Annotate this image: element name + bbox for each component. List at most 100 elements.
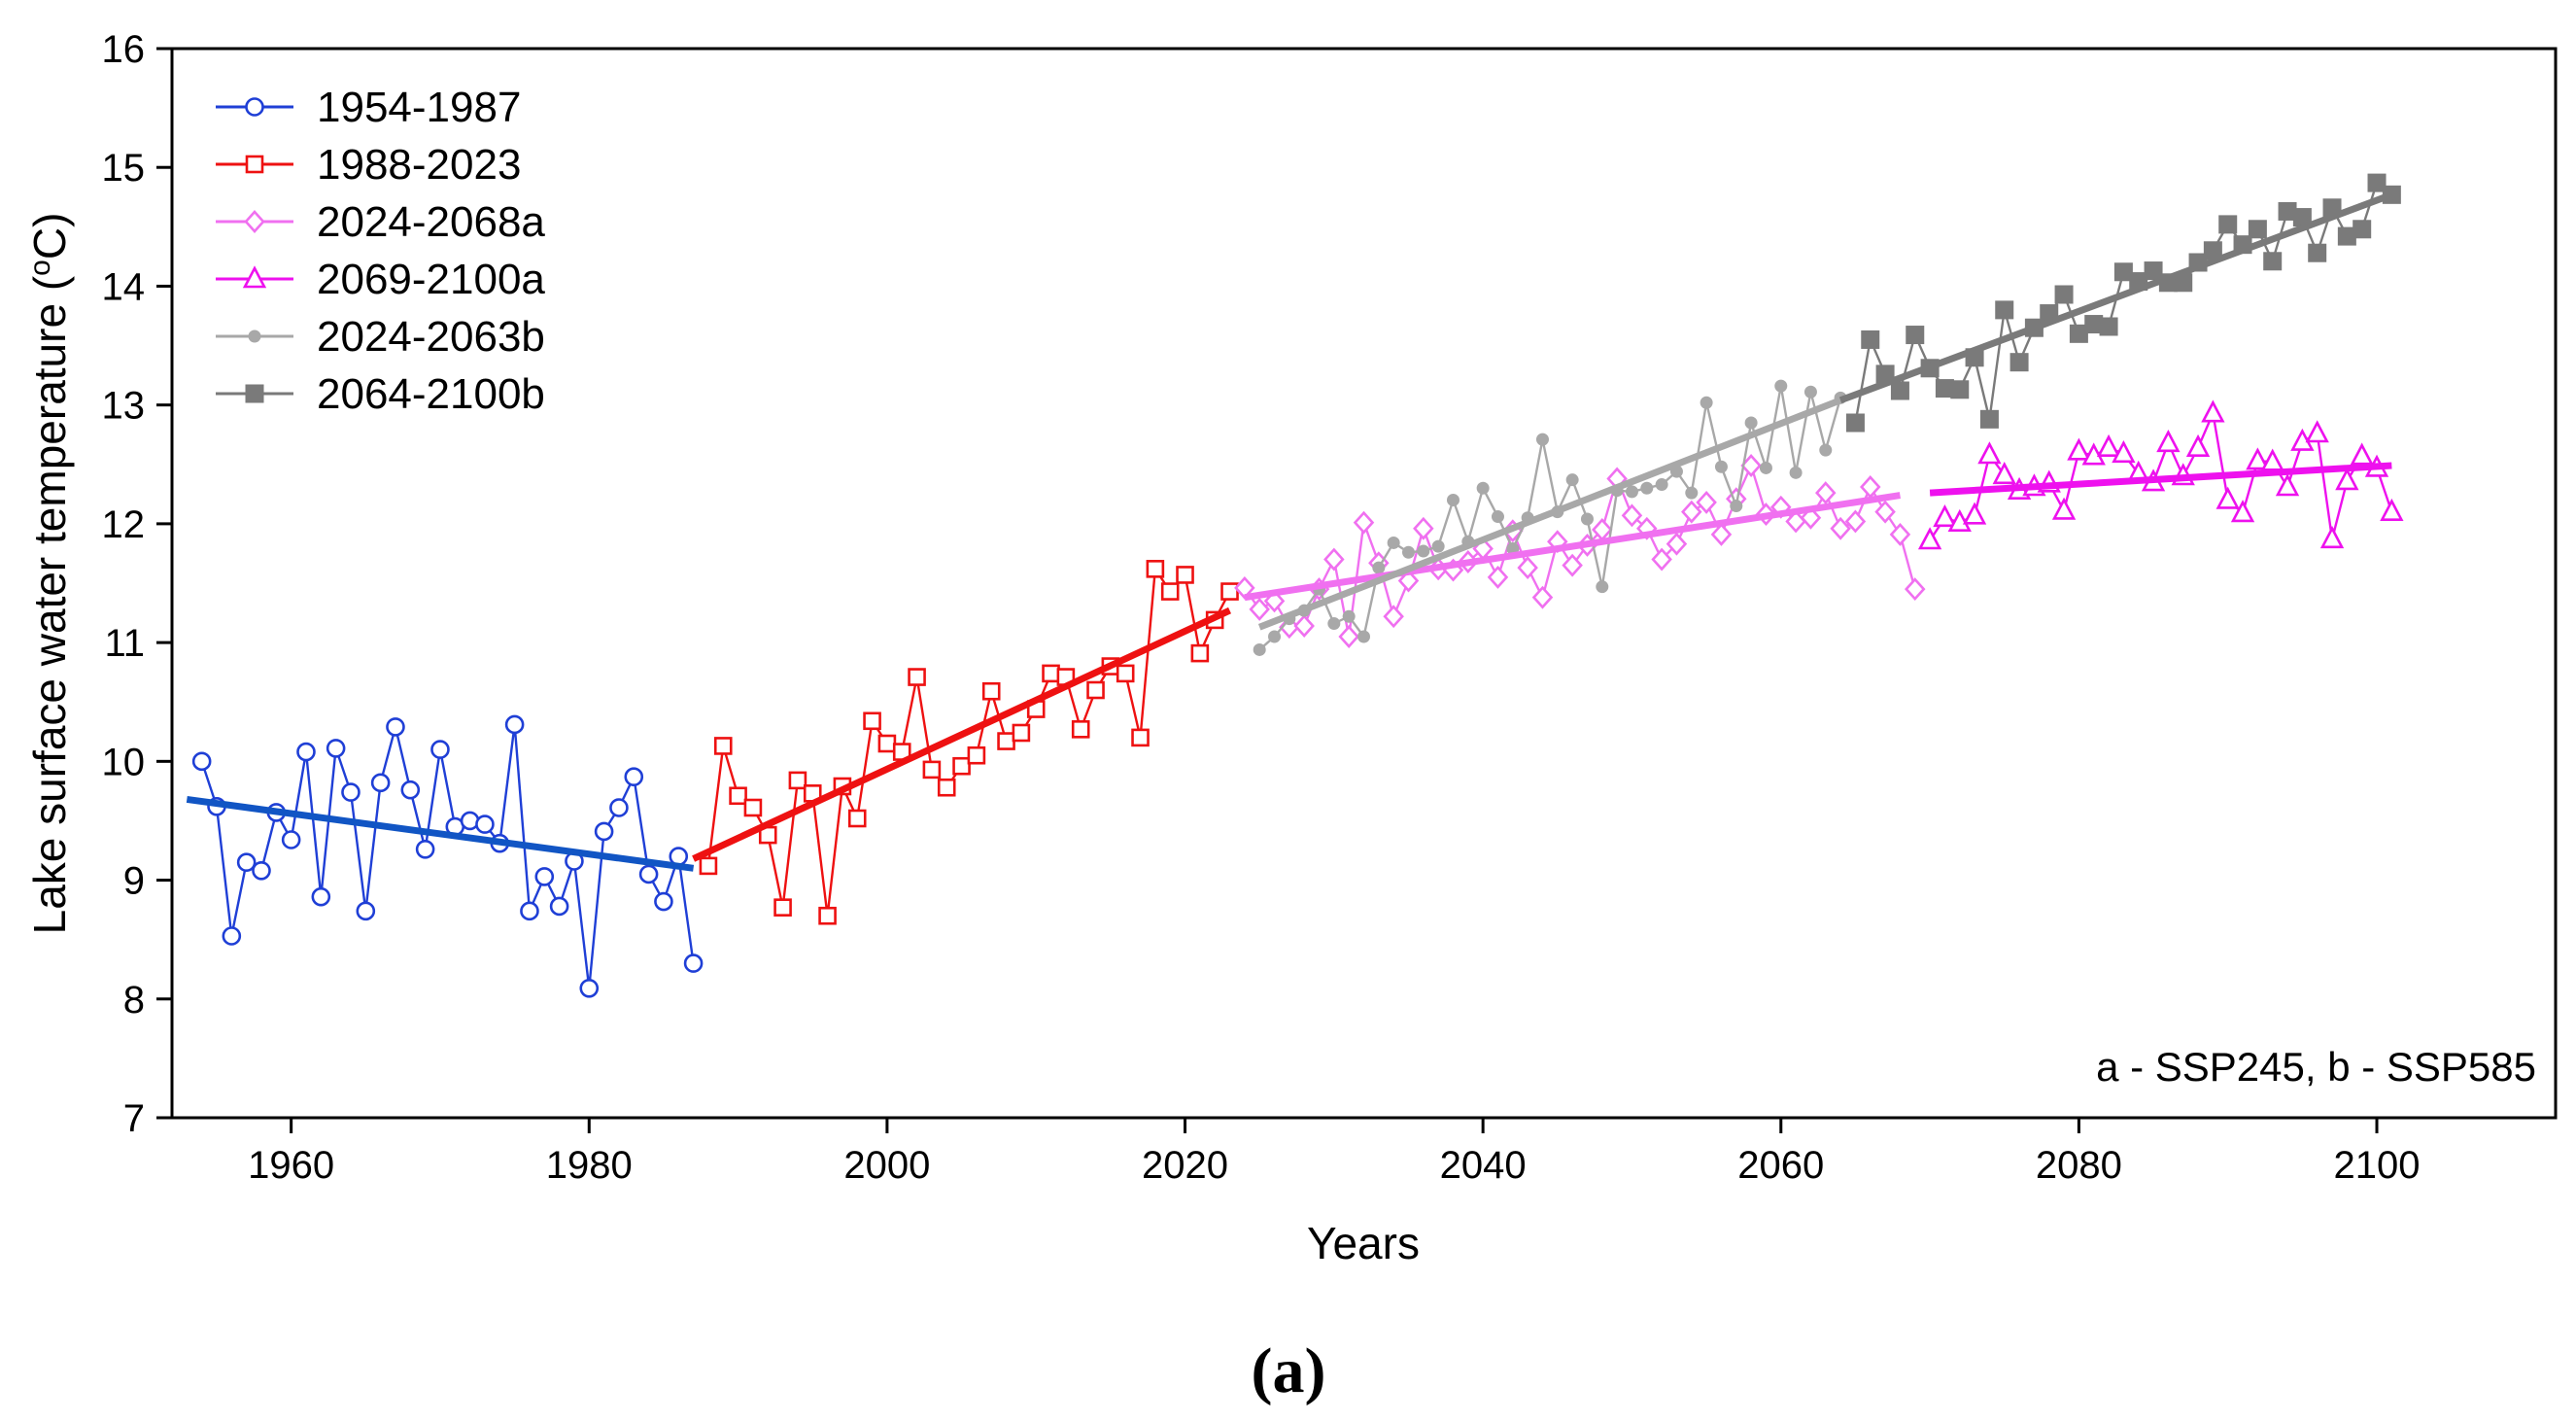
data-point-2024-2068a — [1234, 575, 1255, 600]
data-point-1988-2023 — [1190, 643, 1210, 663]
data-point-1954-1987 — [594, 821, 614, 842]
legend-item-2024-2063b: 2024-2063b — [216, 313, 545, 361]
data-point-1954-1987 — [191, 751, 212, 772]
y-tick-label: 14 — [102, 265, 146, 308]
legend-label: 2024-2063b — [317, 313, 545, 361]
series-line-1954-1987 — [200, 724, 695, 988]
axes: 1960 1980 2000 2020 2040 2060 2080 2100 7 8 9 10 11 1… — [102, 28, 2421, 1187]
legend-label: 2024-2068a — [317, 198, 545, 246]
legend-item-1954-1987: 1954-1987 — [216, 84, 521, 131]
data-point-1954-1987 — [609, 798, 629, 817]
data-point-2024-2063b — [1803, 385, 1817, 399]
y-tick-label: 12 — [102, 503, 146, 546]
data-point-1954-1987 — [386, 717, 405, 737]
x-tick-label: 2060 — [1737, 1144, 1824, 1187]
data-point-2024-2063b — [1700, 396, 1713, 409]
data-point-2064-2100b — [2054, 285, 2074, 304]
x-tick-label: 2000 — [843, 1144, 930, 1187]
data-point-1988-2023 — [877, 734, 897, 753]
data-point-2024-2063b — [1372, 561, 1386, 574]
data-point-1988-2023 — [729, 786, 747, 806]
data-point-2024-2063b — [1327, 617, 1341, 631]
data-point-2024-2063b — [1580, 512, 1594, 526]
x-tick-label: 2040 — [1440, 1144, 1527, 1187]
legend: 1954-1987 1988-2023 2024-2068a 2069-2100a 20… — [216, 84, 545, 418]
data-point-1988-2023 — [818, 906, 837, 925]
data-point-2024-2063b — [1819, 443, 1833, 457]
data-point-2024-2068a — [1383, 605, 1404, 629]
x-axis-title: Years — [1307, 1218, 1420, 1268]
data-point-2024-2063b — [1655, 478, 1668, 492]
data-point-1954-1987 — [638, 864, 659, 884]
data-point-2024-2063b — [1446, 493, 1460, 506]
legend-item-1988-2023: 1988-2023 — [216, 141, 521, 189]
data-point-1988-2023 — [1086, 680, 1105, 700]
data-point-1988-2023 — [773, 898, 792, 917]
data-point-2024-2068a — [1860, 475, 1881, 499]
data-point-2069-2100a — [1933, 503, 1957, 528]
legend-label: 1988-2023 — [317, 141, 521, 189]
data-point-2069-2100a — [1917, 527, 1942, 550]
data-point-2069-2100a — [2156, 429, 2181, 453]
data-point-1988-2023 — [937, 778, 956, 797]
data-point-2064-2100b — [2248, 220, 2267, 239]
data-point-2024-2063b — [1431, 539, 1445, 553]
data-point-1954-1987 — [356, 901, 376, 921]
data-point-2024-2068a — [1338, 625, 1359, 648]
data-point-1954-1987 — [222, 926, 242, 946]
data-point-2024-2063b — [1685, 486, 1699, 500]
legend-item-2064-2100b: 2064-2100b — [216, 370, 545, 418]
data-point-2069-2100a — [2201, 399, 2225, 423]
data-point-1954-1987 — [400, 780, 421, 800]
series-1954-1987 — [191, 714, 704, 998]
series-line-2024-2068a — [1243, 462, 1916, 638]
data-point-2024-2068a — [1353, 510, 1375, 535]
data-point-2064-2100b — [2308, 243, 2327, 262]
data-point-2064-2100b — [1979, 409, 1999, 429]
data-point-2024-2068a — [1293, 614, 1315, 638]
data-point-2069-2100a — [2112, 439, 2136, 464]
data-point-2069-2100a — [2305, 420, 2329, 443]
data-point-1954-1987 — [281, 830, 301, 849]
x-tick-label: 2100 — [2334, 1144, 2421, 1187]
data-point-2024-2068a — [1249, 597, 1270, 621]
data-point-2024-2068a — [1815, 481, 1837, 505]
data-point-1988-2023 — [952, 756, 971, 776]
data-point-2024-2063b — [1491, 510, 1504, 524]
data-point-2024-2063b — [1268, 630, 1282, 643]
series-line-1988-2023 — [706, 565, 1231, 917]
data-point-1988-2023 — [981, 681, 1001, 701]
data-point-2024-2068a — [1696, 490, 1717, 514]
data-point-1954-1987 — [296, 742, 316, 762]
y-tick-label: 9 — [123, 860, 145, 903]
data-point-2024-2063b — [1774, 379, 1788, 393]
trend-line-1954-1987 — [186, 795, 695, 872]
data-point-2064-2100b — [2069, 324, 2088, 343]
data-point-2024-2063b — [1565, 473, 1579, 487]
data-point-2064-2100b — [2263, 252, 2283, 271]
data-point-2064-2100b — [2113, 262, 2133, 282]
data-point-1954-1987 — [683, 953, 704, 973]
data-point-1988-2023 — [713, 737, 733, 755]
legend-swatch-marker — [245, 155, 264, 174]
data-point-1988-2023 — [1220, 582, 1239, 601]
data-point-2024-2068a — [1487, 565, 1509, 589]
trend-line-2064-2100b — [1838, 191, 2393, 404]
data-point-2024-2063b — [1640, 481, 1654, 495]
data-point-1954-1987 — [534, 867, 555, 886]
data-point-1988-2023 — [1160, 582, 1180, 601]
data-point-2024-2063b — [1253, 642, 1266, 656]
data-point-2064-2100b — [2367, 173, 2387, 192]
panel-label: (a) — [1252, 1335, 1326, 1406]
data-point-2024-2063b — [1714, 460, 1728, 473]
data-point-2024-2068a — [1562, 553, 1583, 577]
data-point-1954-1987 — [341, 782, 361, 802]
data-point-2024-2063b — [1744, 416, 1758, 430]
y-tick-label: 7 — [123, 1097, 145, 1140]
y-tick-label: 11 — [104, 622, 145, 665]
data-point-2069-2100a — [2275, 473, 2300, 497]
data-point-2064-2100b — [2009, 353, 2029, 372]
data-point-1988-2023 — [743, 798, 763, 817]
legend-item-2069-2100a: 2069-2100a — [216, 256, 545, 303]
